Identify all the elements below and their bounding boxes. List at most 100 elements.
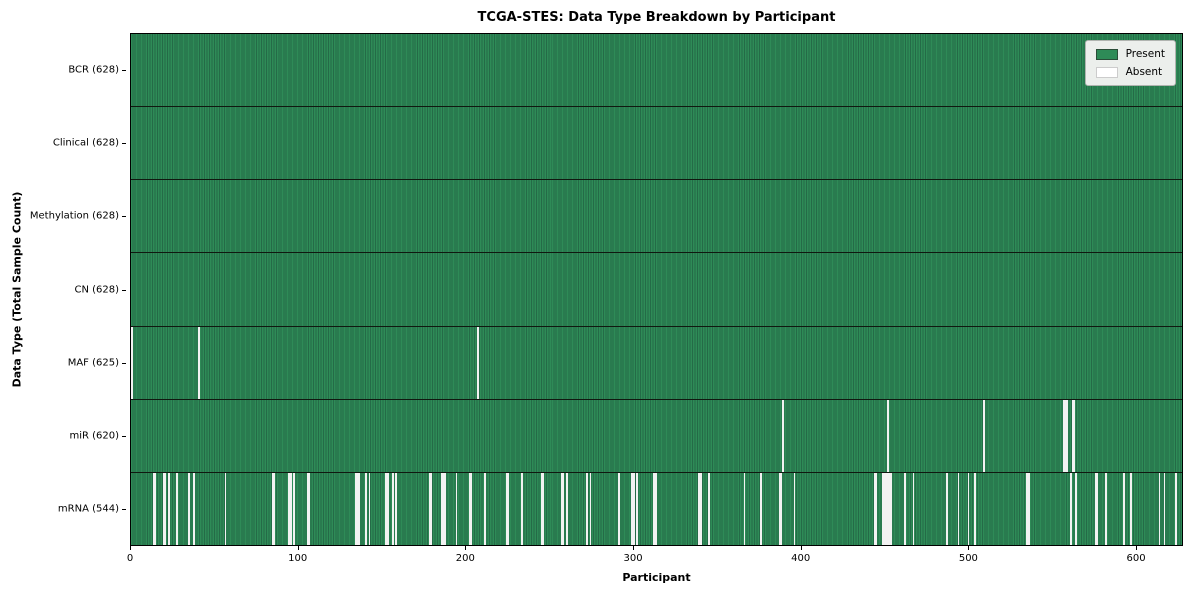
absent-stripe	[507, 472, 510, 545]
absent-stripe	[355, 472, 357, 545]
row-BCR	[131, 34, 1182, 108]
absent-stripe	[912, 472, 915, 545]
absent-stripe	[561, 472, 563, 545]
absent-stripe	[392, 472, 394, 545]
x-tick-label-200: 200	[455, 553, 475, 564]
absent-stripe	[698, 472, 701, 545]
absent-stripe	[455, 472, 458, 545]
x-tick-label-0: 0	[126, 553, 134, 564]
absent-stripe	[889, 472, 891, 545]
absent-stripe	[1163, 472, 1166, 545]
absent-stripe	[778, 472, 781, 545]
absent-stripe	[1074, 472, 1077, 545]
absent-stripe	[442, 472, 444, 545]
absent-stripe	[887, 472, 890, 545]
absent-stripe	[162, 472, 165, 545]
absent-stripe	[874, 472, 876, 545]
absent-stripe	[586, 472, 588, 545]
y-tick-mark	[122, 362, 126, 364]
legend-label-present: Present	[1125, 48, 1165, 60]
legend-label-absent: Absent	[1125, 66, 1163, 78]
absent-stripe	[395, 472, 398, 545]
absent-stripe	[385, 472, 388, 545]
absent-stripe	[1096, 472, 1099, 545]
y-tick-label-BCR: BCR (628)	[68, 64, 119, 76]
absent-stripe	[358, 472, 361, 545]
x-tick-mark	[633, 546, 635, 550]
absent-stripe	[566, 472, 568, 545]
absent-stripe	[743, 472, 746, 545]
absent-stripe	[224, 472, 227, 545]
absent-stripe	[440, 472, 443, 545]
row-mRNA	[131, 472, 1182, 545]
absent-stripe	[187, 472, 190, 545]
y-tick-label-mRNA: mRNA (544)	[57, 503, 119, 515]
absent-stripe	[882, 472, 885, 545]
x-tick-label-600: 600	[1126, 553, 1146, 564]
absent-stripe	[293, 472, 296, 545]
absent-stripe	[477, 326, 480, 399]
absent-stripe	[541, 472, 543, 545]
absent-stripe	[289, 472, 292, 545]
absent-stripe	[700, 472, 702, 545]
y-tick-mark	[122, 216, 126, 218]
absent-stripe	[890, 472, 893, 545]
x-axis-tick-labels: 0 100 200 300 400 500 600	[126, 546, 1183, 572]
absent-stripe	[1069, 472, 1072, 545]
absent-stripe	[192, 472, 195, 545]
absent-stripe	[1105, 472, 1107, 545]
absent-stripe	[967, 472, 970, 545]
x-tick-mark	[800, 546, 802, 550]
absent-stripe	[875, 472, 878, 545]
absent-stripe	[356, 472, 359, 545]
x-tick-label-300: 300	[623, 553, 643, 564]
absent-stripe	[470, 472, 473, 545]
x-tick-mark	[968, 546, 970, 550]
row-CN	[131, 253, 1182, 327]
y-tick-label-miR: miR (620)	[69, 430, 119, 442]
absent-stripe	[469, 472, 471, 545]
absent-stripe	[618, 472, 620, 545]
y-tick-mark	[122, 509, 126, 511]
y-tick-label-Methylation: Methylation (628)	[29, 210, 119, 222]
legend-item-absent: Absent	[1095, 66, 1165, 78]
absent-stripe	[1064, 399, 1067, 472]
x-axis-label: Participant	[622, 571, 691, 584]
x-tick-mark	[130, 546, 131, 550]
absent-stripe	[884, 472, 886, 545]
absent-stripe	[589, 472, 592, 545]
absent-stripe	[633, 472, 635, 545]
present-swatch-icon	[1095, 48, 1118, 60]
absent-stripe	[484, 472, 486, 545]
absent-stripe	[430, 472, 433, 545]
absent-stripe	[387, 472, 389, 545]
absent-stripe	[636, 472, 639, 545]
row-Clinical	[131, 107, 1182, 181]
absent-stripe	[273, 472, 275, 545]
x-tick-label-100: 100	[288, 553, 308, 564]
absent-stripe	[154, 472, 157, 545]
absent-stripe	[885, 472, 888, 545]
y-tick-label-MAF: MAF (625)	[67, 357, 119, 369]
absent-stripe	[365, 472, 367, 545]
y-tick-mark	[122, 436, 126, 438]
absent-stripe	[1028, 472, 1030, 545]
absent-stripe	[957, 472, 960, 545]
absent-stripe	[167, 472, 170, 545]
legend: Present Absent	[1084, 40, 1176, 86]
y-tick-label-Clinical: Clinical (628)	[52, 137, 119, 149]
absent-stripe	[308, 472, 311, 545]
x-tick-mark	[465, 546, 467, 550]
absent-stripe	[443, 472, 446, 545]
chart-title: TCGA-STES: Data Type Breakdown by Partic…	[477, 10, 836, 25]
absent-stripe	[520, 472, 523, 545]
absent-stripe	[1123, 472, 1126, 545]
x-tick-label-500: 500	[958, 553, 978, 564]
absent-stripe	[653, 472, 655, 545]
absent-stripe	[368, 472, 371, 545]
y-tick-mark	[122, 142, 126, 144]
absent-stripe	[793, 472, 796, 545]
legend-item-present: Present	[1095, 48, 1165, 60]
absent-stripe	[1026, 472, 1029, 545]
